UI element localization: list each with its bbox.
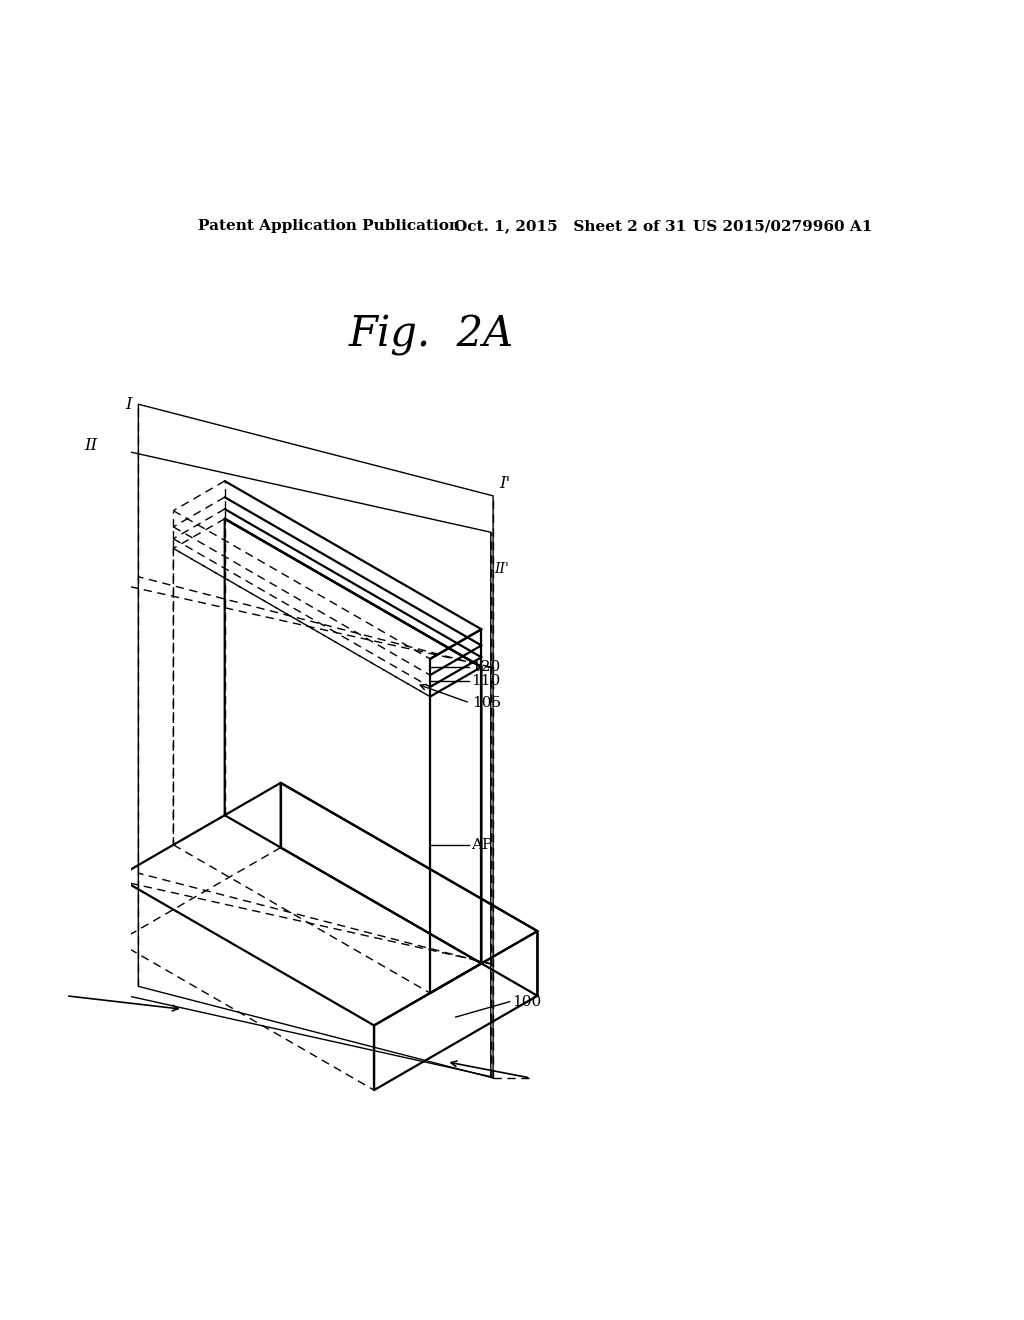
Text: 120: 120: [471, 660, 500, 675]
Text: I': I': [500, 475, 511, 492]
Text: 110: 110: [471, 675, 500, 688]
Text: II': II': [494, 562, 509, 577]
Text: Patent Application Publication: Patent Application Publication: [199, 219, 461, 234]
Text: AP: AP: [471, 838, 493, 851]
Text: 100: 100: [512, 995, 542, 1008]
Text: II: II: [84, 437, 97, 454]
Text: US 2015/0279960 A1: US 2015/0279960 A1: [692, 219, 872, 234]
Text: Oct. 1, 2015   Sheet 2 of 31: Oct. 1, 2015 Sheet 2 of 31: [454, 219, 686, 234]
Text: I: I: [126, 396, 132, 413]
Text: Fig.  2A: Fig. 2A: [348, 314, 513, 356]
Text: 105: 105: [472, 696, 502, 710]
